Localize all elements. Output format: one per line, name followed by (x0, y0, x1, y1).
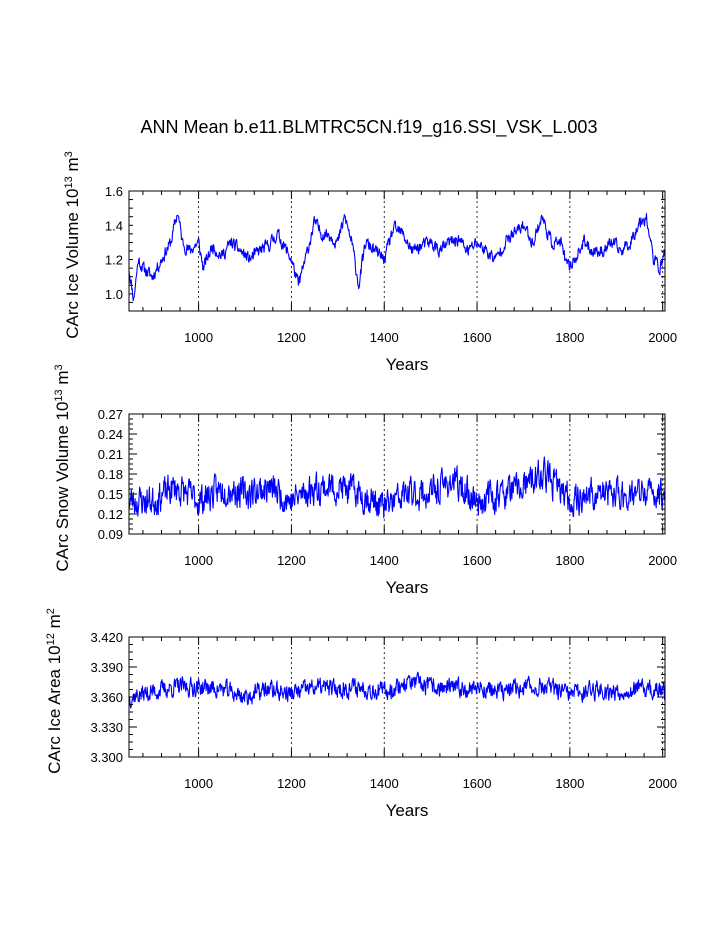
x-axis-title: Years (386, 801, 429, 820)
y-tick-label: 1.2 (105, 253, 123, 268)
x-tick-label: 1600 (463, 330, 492, 345)
x-tick-label: 1800 (555, 330, 584, 345)
x-tick-label: 1000 (184, 330, 213, 345)
x-tick-label: 1200 (277, 776, 306, 791)
x-tick-label: 1000 (184, 553, 213, 568)
x-tick-label: 2000 (648, 776, 677, 791)
x-tick-label: 1200 (277, 553, 306, 568)
y-tick-label: 3.390 (90, 660, 123, 675)
ice-volume-panel: 1000 1200 1400 1600 1800 2000 1.0 1.2 1.4 1.6 Year… (63, 151, 677, 374)
y-tick-label: 0.15 (98, 487, 123, 502)
y-axis-title: CArc Snow Volume 1013 m3 (53, 364, 72, 571)
x-tick-label: 1800 (555, 776, 584, 791)
series-line-ice-volume (128, 212, 666, 302)
y-tick-label: 1.0 (105, 287, 123, 302)
x-tick-label: 1200 (277, 330, 306, 345)
y-tick-label: 1.4 (105, 218, 123, 233)
y-tick-label: 3.420 (90, 630, 123, 645)
y-tick-label: 0.27 (98, 407, 123, 422)
x-axis-title: Years (386, 355, 429, 374)
series-line-ice-area (128, 671, 666, 709)
y-axis-title: CArc Ice Area 1012 m2 (45, 608, 64, 774)
y-tick-label: 3.360 (90, 690, 123, 705)
x-tick-label: 1600 (463, 553, 492, 568)
y-tick-label: 0.09 (98, 527, 123, 542)
x-tick-label: 1800 (555, 553, 584, 568)
y-tick-label: 0.18 (98, 467, 123, 482)
x-tick-label: 1400 (370, 553, 399, 568)
x-tick-label: 1400 (370, 776, 399, 791)
x-tick-label: 2000 (648, 553, 677, 568)
x-tick-label: 2000 (648, 330, 677, 345)
x-tick-label: 1600 (463, 776, 492, 791)
y-tick-label: 3.330 (90, 720, 123, 735)
y-tick-label: 0.12 (98, 507, 123, 522)
y-tick-label: 1.6 (105, 184, 123, 199)
y-tick-label: 3.300 (90, 750, 123, 765)
snow-volume-panel: 1000 1200 1400 1600 1800 2000 0.09 0.12 0.15 0.18… (53, 364, 677, 597)
x-tick-label: 1400 (370, 330, 399, 345)
chart-title: ANN Mean b.e11.BLMTRC5CN.f19_g16.SSI_VSK… (141, 117, 598, 138)
y-axis-title: CArc Ice Volume 1013 m3 (63, 151, 82, 339)
x-axis-title: Years (386, 578, 429, 597)
x-tick-label: 1000 (184, 776, 213, 791)
ice-area-panel: 1000 1200 1400 1600 1800 2000 3.300 3.330 3.360 3… (45, 608, 677, 820)
y-tick-label: 0.21 (98, 447, 123, 462)
series-line-snow-volume (128, 456, 666, 519)
y-tick-label: 0.24 (98, 427, 123, 442)
